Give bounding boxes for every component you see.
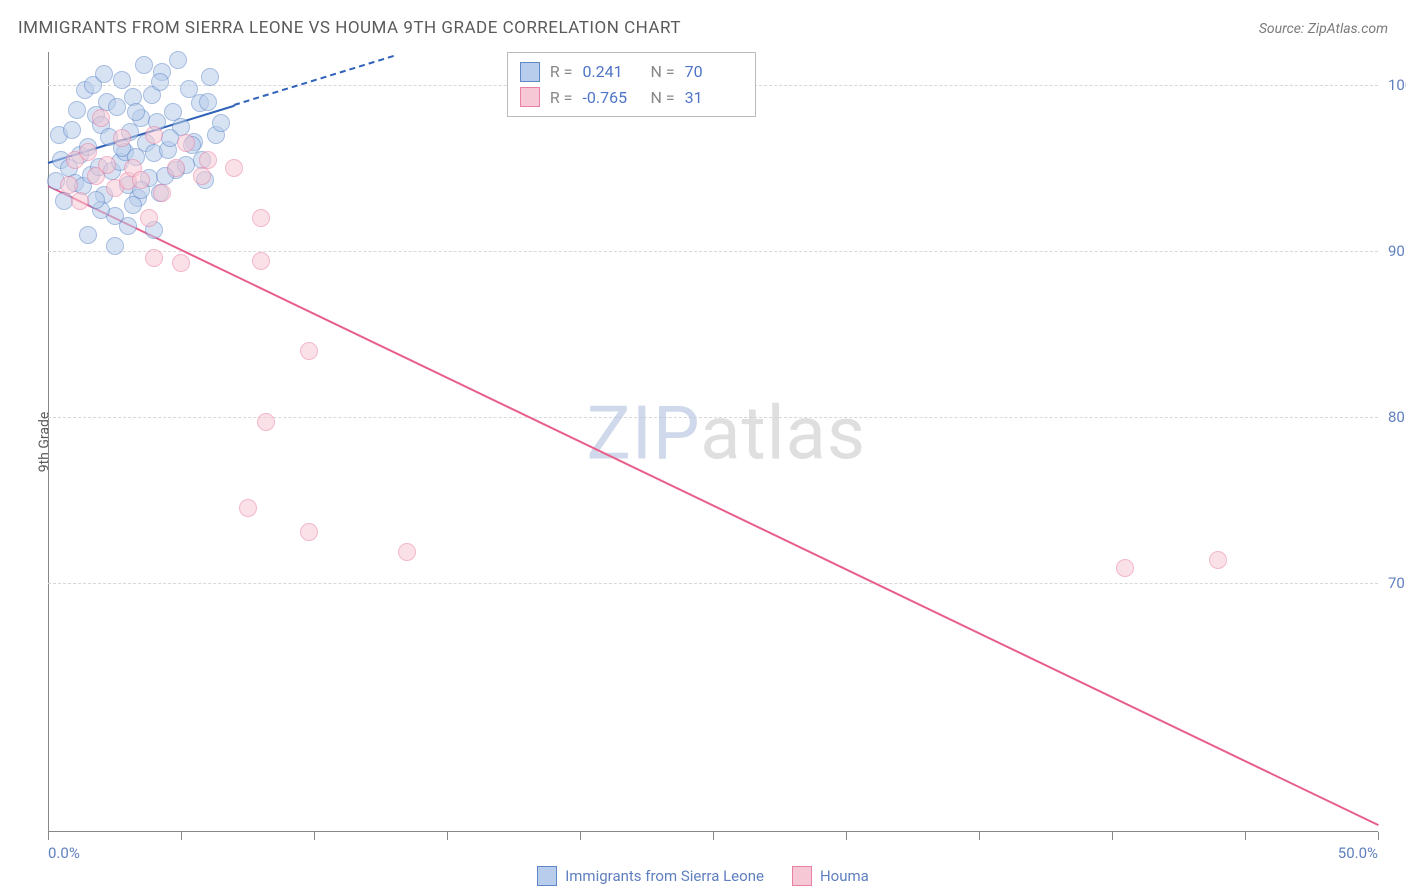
data-point-houma [113, 129, 131, 147]
data-point-houma [300, 342, 318, 360]
stats-r-value: 0.241 [582, 59, 640, 85]
data-point-houma [132, 171, 150, 189]
data-point-sierra_leone [113, 71, 131, 89]
data-point-houma [1116, 559, 1134, 577]
y-tick-label: 70.0% [1388, 574, 1406, 592]
scatter-plot: 100.0%90.0%80.0%70.0%ZIPatlasR =0.241N =… [48, 52, 1378, 832]
data-point-houma [79, 143, 97, 161]
x-tick [314, 832, 315, 840]
x-max-label: 50.0% [1338, 844, 1378, 862]
data-point-houma [1209, 551, 1227, 569]
y-tick-label: 90.0% [1388, 242, 1406, 260]
data-point-houma [300, 523, 318, 541]
gridline [48, 417, 1378, 418]
data-point-houma [172, 254, 190, 272]
data-point-sierra_leone [169, 51, 187, 69]
stats-n-value: 31 [685, 85, 743, 111]
y-tick-label: 100.0% [1388, 76, 1406, 94]
data-point-sierra_leone [106, 237, 124, 255]
data-point-houma [153, 184, 171, 202]
data-point-sierra_leone [135, 56, 153, 74]
data-point-houma [193, 167, 211, 185]
regression-line [234, 55, 394, 106]
data-point-houma [92, 109, 110, 127]
stats-r-label: R = [550, 85, 573, 111]
data-point-houma [98, 156, 116, 174]
data-point-houma [177, 134, 195, 152]
data-point-sierra_leone [79, 226, 97, 244]
x-tick [447, 832, 448, 840]
x-tick [1112, 832, 1113, 840]
data-point-sierra_leone [119, 217, 137, 235]
stats-r-value: -0.765 [582, 85, 640, 111]
data-point-sierra_leone [212, 114, 230, 132]
x-tick [1378, 832, 1379, 840]
data-point-houma [60, 176, 78, 194]
footer-legend: Immigrants from Sierra Leone Houma [0, 866, 1406, 886]
x-tick [713, 832, 714, 840]
legend-swatch [520, 62, 540, 82]
data-point-houma [167, 159, 185, 177]
source-label: Source: ZipAtlas.com [1259, 21, 1388, 37]
legend-item: Houma [792, 866, 869, 886]
stats-n-value: 70 [685, 59, 743, 85]
chart-title: IMMIGRANTS FROM SIERRA LEONE VS HOUMA 9T… [18, 18, 681, 38]
stats-legend-row: R = 0.241 N = 70 [520, 59, 743, 85]
data-point-houma [145, 126, 163, 144]
x-tick [48, 832, 49, 840]
x-tick [1245, 832, 1246, 840]
stats-n-label: N = [650, 85, 674, 111]
stats-r-label: R = [550, 59, 573, 85]
stats-legend: R = 0.241 N = 70 R = -0.765 N = 31 [507, 52, 756, 117]
data-point-sierra_leone [201, 68, 219, 86]
data-point-houma [252, 209, 270, 227]
y-axis-line [48, 52, 49, 832]
data-point-houma [398, 543, 416, 561]
legend-item: Immigrants from Sierra Leone [537, 866, 764, 886]
legend-swatch [537, 866, 557, 886]
gridline [48, 251, 1378, 252]
data-point-sierra_leone [151, 73, 169, 91]
data-point-sierra_leone [127, 103, 145, 121]
data-point-houma [145, 249, 163, 267]
data-point-houma [71, 192, 89, 210]
data-point-sierra_leone [108, 98, 126, 116]
stats-legend-row: R = -0.765 N = 31 [520, 85, 743, 111]
data-point-houma [239, 499, 257, 517]
data-point-houma [225, 159, 243, 177]
data-point-houma [252, 252, 270, 270]
y-tick-label: 80.0% [1388, 408, 1406, 426]
x-tick [181, 832, 182, 840]
x-tick [580, 832, 581, 840]
legend-swatch [520, 87, 540, 107]
data-point-houma [257, 413, 275, 431]
data-point-sierra_leone [95, 65, 113, 83]
data-point-sierra_leone [68, 101, 86, 119]
data-point-houma [199, 151, 217, 169]
legend-swatch [792, 866, 812, 886]
stats-n-label: N = [650, 59, 674, 85]
legend-label: Immigrants from Sierra Leone [565, 867, 764, 885]
data-point-sierra_leone [63, 121, 81, 139]
gridline [48, 583, 1378, 584]
x-tick [979, 832, 980, 840]
data-point-houma [140, 209, 158, 227]
x-min-label: 0.0% [48, 844, 80, 862]
data-point-sierra_leone [199, 93, 217, 111]
x-tick [846, 832, 847, 840]
legend-label: Houma [820, 867, 869, 885]
data-point-sierra_leone [87, 191, 105, 209]
